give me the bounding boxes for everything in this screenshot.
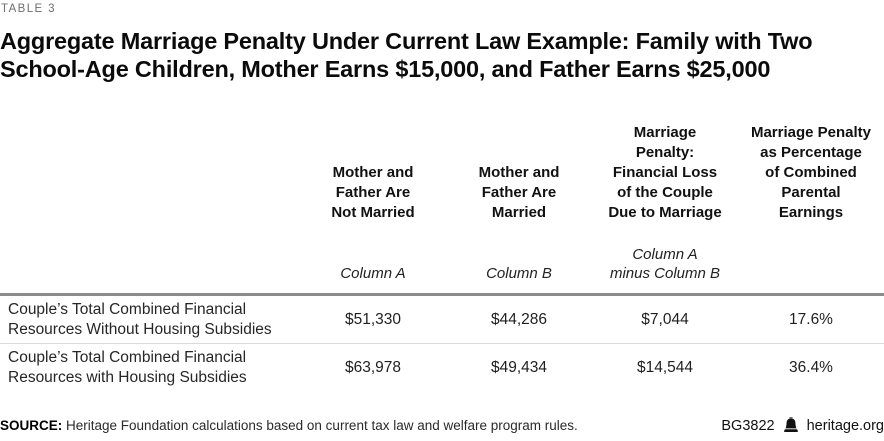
table-header-row: Mother and Father Are Not Married Mother… — [0, 83, 884, 223]
subheader-column-b: Column B — [486, 265, 552, 282]
liberty-bell-icon — [782, 417, 800, 434]
table-row: Couple’s Total Combined Financial Resour… — [0, 293, 884, 344]
row-label-without-subsidies: Couple’s Total Combined Financial Resour… — [0, 293, 300, 344]
value-cell: $49,434 — [490, 358, 548, 376]
value-cell: 17.6% — [738, 293, 884, 344]
page-title: Aggregate Marriage Penalty Under Current… — [0, 28, 813, 82]
column-header-married: Mother and Father Are Married — [478, 164, 560, 221]
column-header-marriage-penalty: Marriage Penalty: Financial Loss of the … — [608, 124, 722, 221]
table-body: Couple’s Total Combined Financial Resour… — [0, 293, 884, 392]
figure-footer: SOURCE: Heritage Foundation calculations… — [0, 417, 884, 434]
subheader-column-a-minus-b: Column A minus Column B — [609, 246, 721, 282]
column-header-not-married: Mother and Father Are Not Married — [331, 164, 415, 221]
site-url: heritage.org — [806, 417, 884, 434]
column-header-penalty-percentage: Marriage Penalty as Percentage of Combin… — [750, 124, 872, 221]
subheader-empty — [738, 223, 884, 295]
document-id: BG3822 — [721, 417, 775, 434]
table-subheader-row: Column A Column B Column A minus Column … — [0, 223, 884, 295]
source-text: Heritage Foundation calculations based o… — [62, 418, 578, 433]
footer-branding: BG3822 heritage.org — [721, 417, 884, 434]
table-row: Couple’s Total Combined Financial Resour… — [0, 344, 884, 392]
value-cell: $14,544 — [636, 358, 694, 376]
table-head: Mother and Father Are Not Married Mother… — [0, 83, 884, 295]
row-label-with-subsidies: Couple’s Total Combined Financial Resour… — [8, 349, 247, 386]
source-note: SOURCE: Heritage Foundation calculations… — [0, 418, 578, 433]
row-label-column-spacer — [0, 83, 300, 223]
value-cell: $63,978 — [344, 358, 402, 376]
table-number-label: TABLE 3 — [1, 3, 56, 15]
row-label-column-spacer — [0, 223, 300, 295]
value-cell: $51,330 — [300, 293, 446, 344]
source-label: SOURCE: — [0, 418, 63, 433]
subheader-column-a: Column A — [340, 265, 406, 282]
value-cell: $44,286 — [446, 293, 592, 344]
data-table: Mother and Father Are Not Married Mother… — [0, 83, 884, 391]
value-cell: $7,044 — [592, 293, 738, 344]
value-cell: 36.4% — [789, 358, 833, 376]
